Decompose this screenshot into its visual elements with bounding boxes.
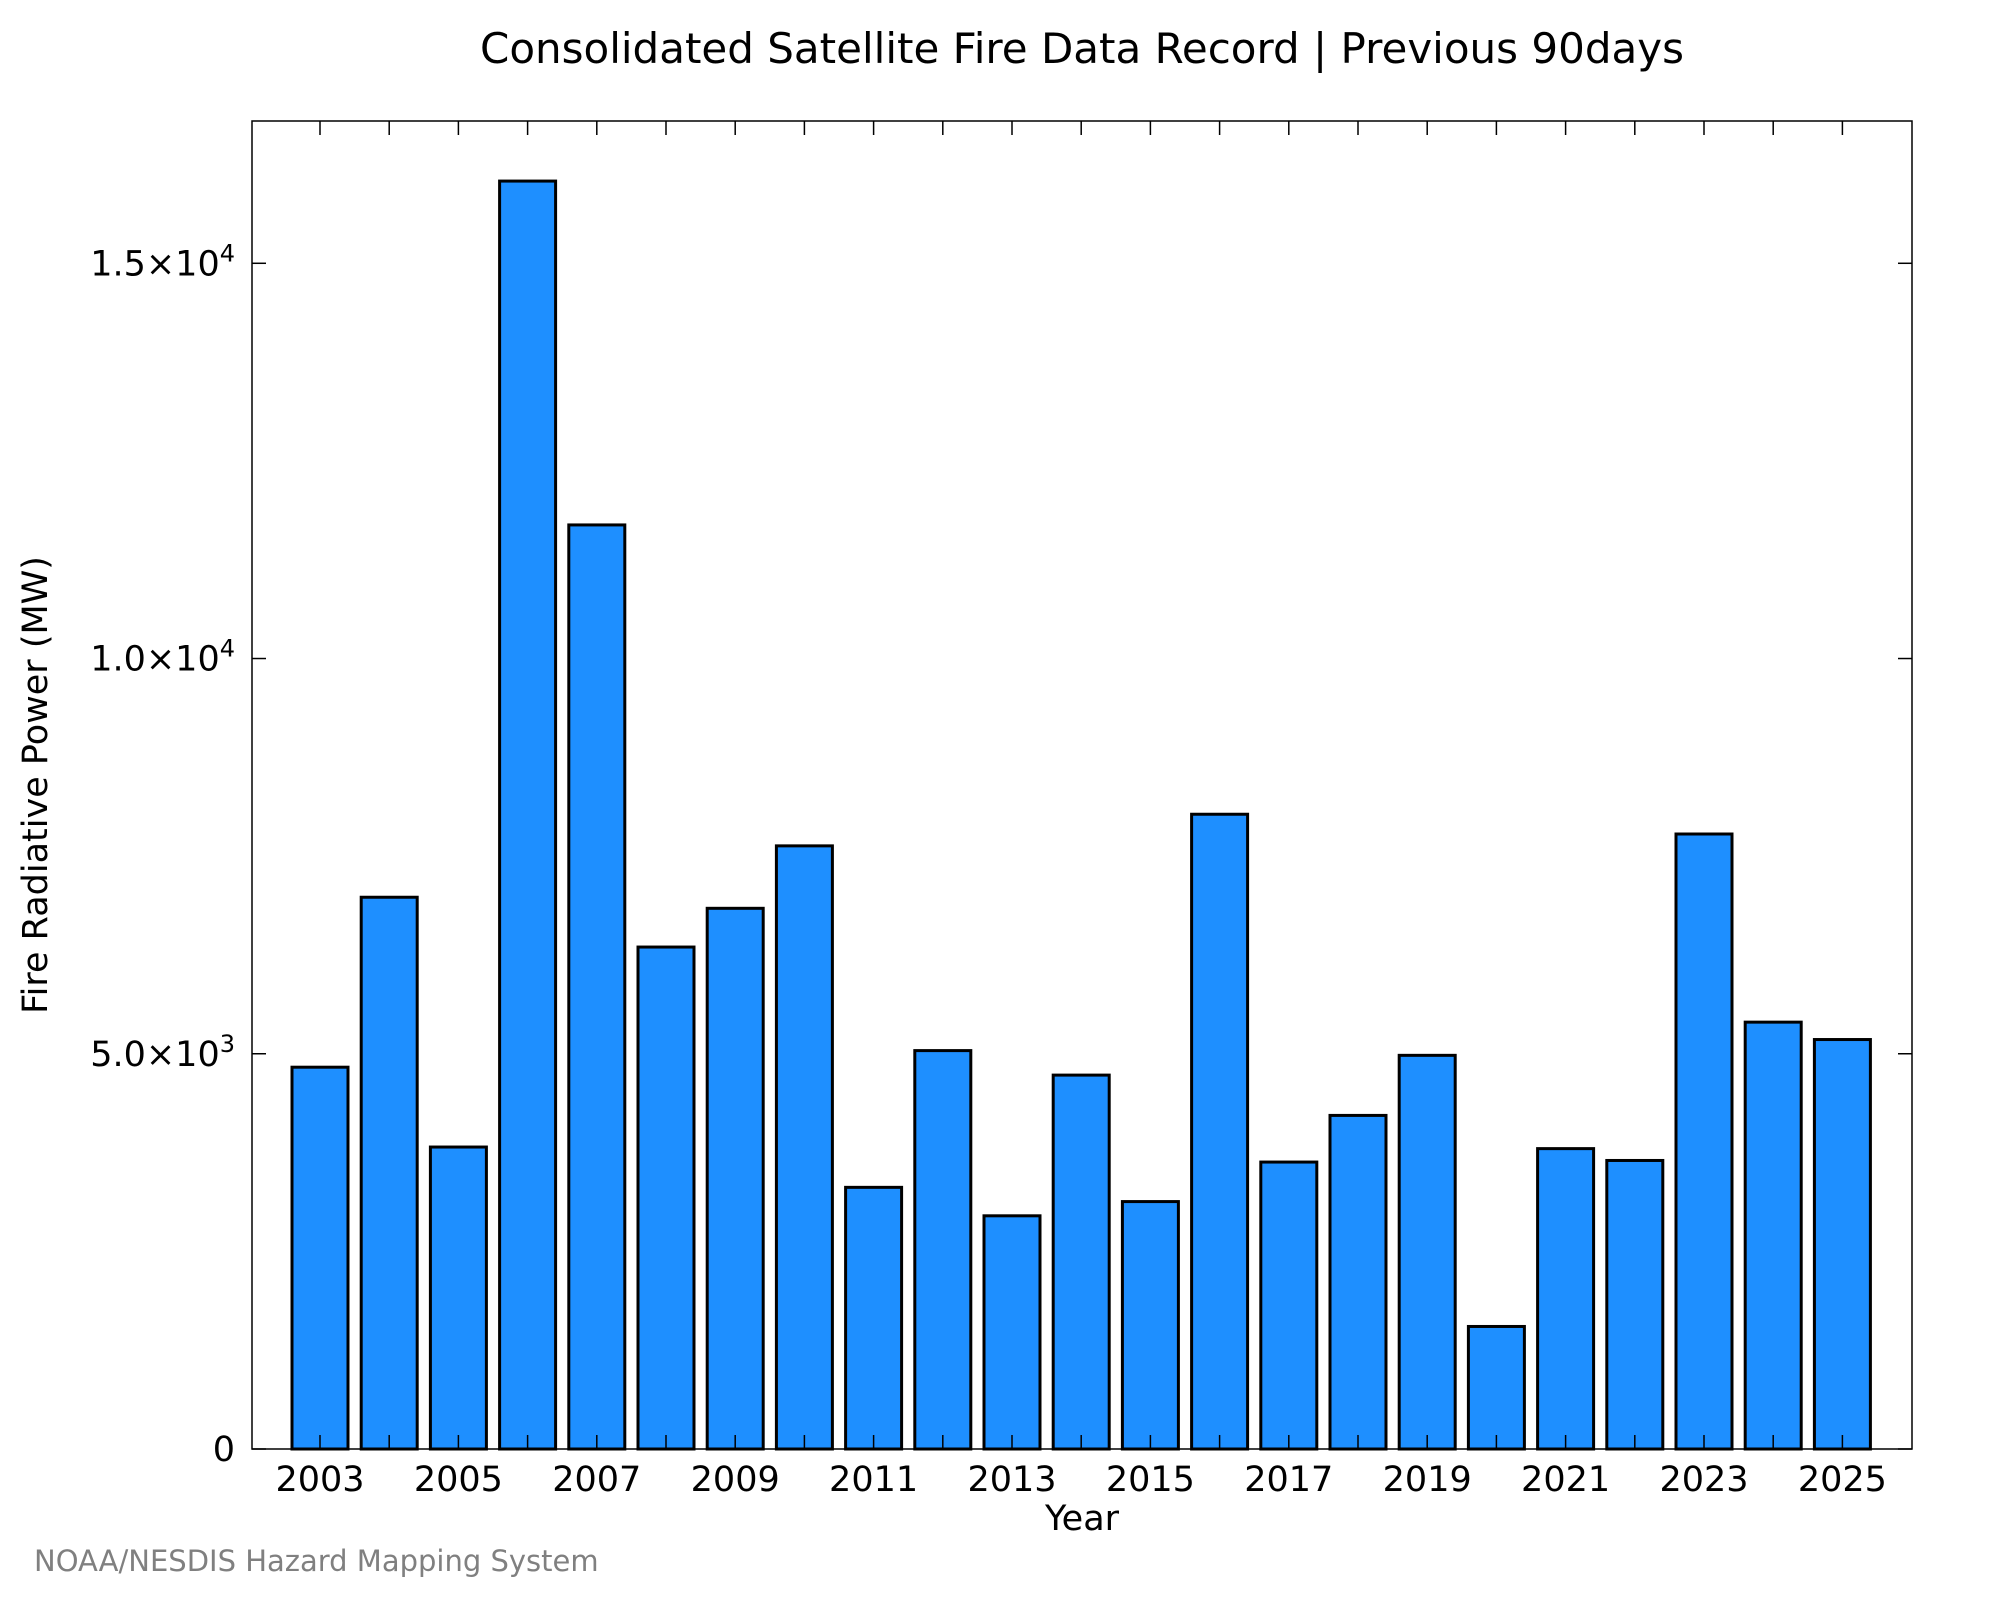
credit-text: NOAA/NESDIS Hazard Mapping System [34,1544,599,1578]
bar-2011 [844,1185,904,1451]
bar-2007 [567,523,627,1451]
x-axis-label: Year [1044,1499,1120,1539]
y-tick-label-5000: 5.0×103 [90,1030,235,1075]
bar-2016 [1190,812,1250,1451]
x-tick-label-2003: 2003 [275,1460,364,1500]
bar-2004 [359,895,419,1451]
y-axis-label: Fire Radiative Power (MW) [16,556,56,1014]
bar-2005 [428,1145,488,1451]
bar-2003 [290,1065,350,1451]
y-tick-label-15000: 1.5×104 [90,239,235,284]
x-tick-label-2009: 2009 [691,1460,780,1500]
bar-2023 [1674,832,1734,1451]
bar-2024 [1743,1020,1803,1451]
bar-2010 [774,844,834,1451]
x-tick-label-2021: 2021 [1521,1460,1610,1500]
x-tick-label-2011: 2011 [829,1460,918,1500]
x-tick-label-2015: 2015 [1106,1460,1195,1500]
bar-2020 [1466,1324,1526,1451]
bar-2012 [913,1049,973,1451]
ticks-group: 2003 2005 2007 2009 2011 2013 2015 2017 2019 2021… [90,121,1912,1500]
bar-2017 [1259,1160,1319,1451]
x-tick-label-2005: 2005 [414,1460,503,1500]
bar-2019 [1397,1053,1457,1451]
bar-2013 [982,1214,1042,1451]
bar-2006 [498,179,558,1451]
chart-title: Consolidated Satellite Fire Data Record … [480,24,1684,73]
x-tick-label-2025: 2025 [1798,1460,1887,1500]
x-tick-label-2013: 2013 [967,1460,1056,1500]
bar-2015 [1120,1200,1180,1451]
bars-group [290,179,1872,1451]
bar-2018 [1328,1113,1388,1451]
x-tick-label-2023: 2023 [1659,1460,1748,1500]
bar-2014 [1051,1073,1111,1451]
x-tick-label-2017: 2017 [1244,1460,1333,1500]
bar-2022 [1605,1158,1665,1451]
bar-2009 [705,906,765,1451]
x-tick-label-2019: 2019 [1383,1460,1472,1500]
bar-2008 [636,945,696,1451]
y-tick-label-10000: 1.0×104 [90,635,235,680]
bar-2021 [1536,1147,1596,1451]
bar-2025 [1812,1038,1872,1451]
y-tick-label-0: 0 [213,1430,235,1470]
x-tick-label-2007: 2007 [552,1460,641,1500]
